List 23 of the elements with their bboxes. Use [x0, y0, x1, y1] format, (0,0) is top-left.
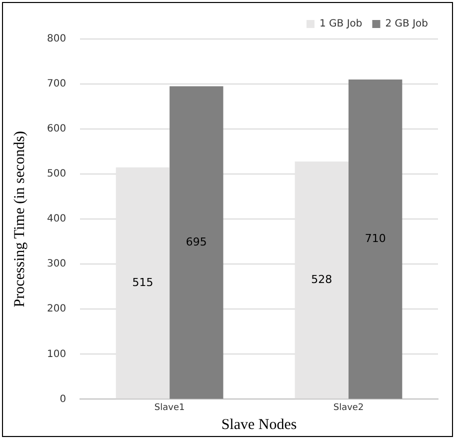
data-label: 710 [364, 232, 386, 245]
legend-label: 2 GB Job [385, 18, 428, 30]
y-tick-label: 100 [46, 348, 66, 360]
bar [294, 161, 349, 399]
x-tick-label: Slave1 [154, 402, 185, 413]
y-axis-title: Processing Time (in seconds) [12, 130, 28, 308]
y-tick-label: 500 [46, 168, 66, 180]
y-tick-label: 600 [46, 124, 66, 135]
y-tick-label: 0 [60, 394, 66, 405]
y-tick-label: 200 [46, 304, 66, 315]
data-label: 515 [132, 276, 154, 289]
y-tick-label: 800 [46, 34, 66, 45]
y-tick-label: 300 [46, 258, 66, 270]
bar [116, 167, 170, 399]
y-tick-label: 700 [46, 78, 66, 90]
x-tick-label: Slave2 [333, 402, 364, 413]
legend-label: 1 GB Job [320, 18, 362, 30]
x-axis-title: Slave Nodes [221, 416, 297, 433]
data-label: 528 [311, 272, 332, 286]
bar [348, 80, 402, 399]
data-label: 695 [186, 235, 207, 248]
bar [170, 86, 224, 399]
y-tick-label: 400 [46, 214, 66, 225]
